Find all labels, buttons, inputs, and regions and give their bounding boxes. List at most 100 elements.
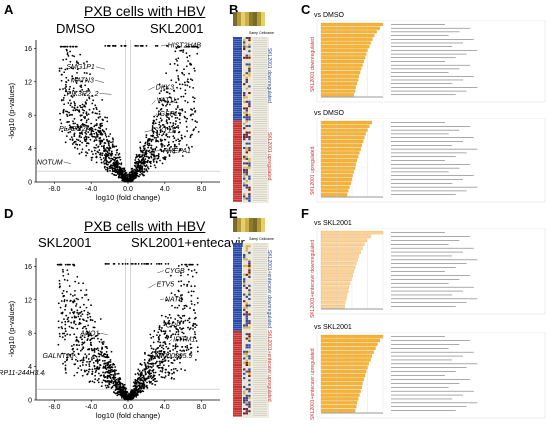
data-point [97, 368, 100, 371]
x-tick-label: -4.0 [85, 404, 97, 411]
heatmap-cluster-bar [233, 247, 242, 250]
data-point [99, 127, 102, 130]
heatmap-cell [243, 81, 246, 83]
data-point [69, 138, 72, 141]
gene-label: HIST2H4B [168, 43, 202, 50]
heatmap-cluster-bar [233, 328, 242, 331]
panel-c-side-bottom: SKL2001 upregulated [310, 146, 316, 195]
data-point [90, 122, 92, 125]
heatmap-cell [243, 169, 246, 171]
data-point [169, 330, 171, 332]
heatmap-color-key [261, 218, 265, 232]
data-point [87, 125, 90, 128]
data-point [191, 118, 194, 121]
data-point [58, 67, 61, 70]
x-tick-label: 4.0 [160, 404, 170, 411]
enrichment-bar [320, 277, 352, 282]
data-point [175, 81, 177, 84]
gene-leader-line [162, 324, 165, 326]
heatmap-cell [248, 70, 251, 72]
heatmap-cell [248, 245, 251, 248]
heatmap-cell [248, 180, 251, 182]
data-point [62, 88, 64, 90]
data-point [86, 313, 89, 316]
data-point [139, 147, 142, 150]
data-point [177, 330, 180, 333]
data-point [156, 334, 158, 336]
data-point [90, 150, 93, 153]
data-point [174, 130, 176, 132]
data-point [158, 334, 161, 337]
data-point [139, 165, 142, 167]
data-point [68, 114, 71, 116]
data-point [133, 387, 136, 390]
heatmap-cluster-bar [233, 177, 242, 180]
heatmap-header: Samp Cellname [249, 31, 274, 35]
heatmap-cell [245, 282, 248, 285]
data-point [105, 128, 108, 130]
panel-a-right-group: SKL2001 [150, 21, 204, 36]
data-point [151, 351, 154, 353]
data-point [156, 157, 159, 160]
data-point [76, 309, 79, 312]
data-point [101, 98, 104, 101]
data-point [100, 145, 103, 148]
data-point [100, 158, 103, 161]
data-point [151, 370, 154, 372]
data-point [164, 156, 167, 159]
heatmap-cluster-bar [233, 63, 242, 66]
data-point [62, 289, 65, 292]
heatmap-cell [243, 83, 246, 86]
heatmap-cell [245, 153, 248, 156]
enrichment-bar [320, 128, 368, 132]
data-point [148, 142, 151, 145]
heatmap-cell [243, 335, 246, 338]
heatmap-cell [248, 98, 251, 101]
heatmap-cell [245, 361, 248, 364]
panel-d-right-group: SKL2001+entecavir [131, 235, 245, 250]
data-point [150, 155, 152, 158]
data-point [81, 106, 84, 109]
data-point [89, 315, 92, 318]
data-point [152, 132, 155, 134]
data-point [64, 361, 66, 363]
data-point [67, 320, 69, 323]
heatmap-cell [245, 328, 248, 331]
heatmap-cell [245, 306, 248, 309]
data-point [73, 311, 76, 313]
data-point [186, 78, 189, 81]
data-point [68, 124, 71, 127]
heatmap-cell [243, 346, 246, 349]
enrichment-bar [320, 377, 364, 382]
data-point [182, 320, 185, 323]
heatmap-cell [243, 249, 246, 252]
gene-label: IFITM1 [173, 337, 195, 344]
data-point [144, 353, 146, 355]
data-point [176, 106, 179, 109]
data-point [95, 133, 98, 135]
data-point [184, 319, 187, 322]
data-point [114, 44, 117, 47]
heatmap-cell [243, 188, 246, 191]
data-point [65, 372, 67, 374]
data-point [67, 92, 69, 95]
data-point [61, 332, 64, 335]
data-point [166, 91, 169, 94]
data-point [177, 75, 180, 77]
enrichment-bar [320, 269, 354, 274]
data-point [70, 66, 73, 69]
data-point [150, 150, 153, 153]
data-point [78, 132, 81, 134]
data-point [129, 180, 132, 183]
data-point [169, 274, 172, 277]
data-point [73, 316, 76, 319]
data-point [63, 71, 66, 74]
data-point [168, 103, 171, 106]
heatmap-cluster-bar [233, 320, 242, 322]
heatmap-cell [243, 138, 246, 141]
data-point [73, 102, 76, 105]
enrichment-bar [320, 56, 366, 60]
heatmap-cluster-bar [233, 188, 242, 191]
data-point [189, 307, 191, 310]
data-point [97, 381, 100, 384]
